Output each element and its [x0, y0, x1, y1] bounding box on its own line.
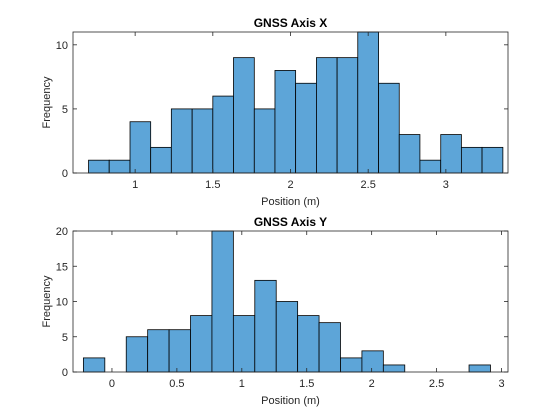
- histogram-bar: [212, 231, 233, 372]
- histogram-bar: [126, 337, 147, 372]
- histogram-bar: [469, 365, 490, 372]
- x-tick-label: 3: [443, 179, 449, 191]
- x-tick-label: 1.5: [205, 179, 220, 191]
- histogram-bar: [151, 147, 172, 173]
- histogram-bar: [358, 32, 379, 173]
- histogram-bar: [169, 330, 190, 372]
- histogram-bar: [233, 58, 254, 173]
- histogram-bar: [340, 358, 361, 372]
- histogram-bar: [191, 316, 212, 372]
- histogram-bar: [379, 83, 400, 173]
- histogram-bar: [213, 96, 234, 173]
- histogram-bar: [298, 316, 319, 372]
- histogram-bar: [399, 135, 420, 173]
- y-axis-label: Frequency: [41, 76, 53, 128]
- x-tick-label: 2.5: [429, 378, 444, 390]
- histogram-bar: [420, 160, 441, 173]
- histogram-bar: [83, 358, 104, 372]
- histogram-bar: [255, 280, 276, 372]
- gnss-axis-x-histogram: 1 1.5 2 2.5 3 0 5 10 GNSS Axis X Position (m) Freq…: [41, 16, 508, 208]
- histogram-bar: [276, 302, 297, 373]
- x-tick-label: 1: [132, 179, 138, 191]
- y-tick-label: 20: [56, 226, 68, 238]
- y-tick-label: 5: [62, 104, 68, 116]
- gnss-axis-y-histogram: 0 0.5 1 1.5 2 2.5 3 0 5 10 15 20 GNSS Axis Y Position…: [41, 215, 508, 407]
- histogram-bar: [383, 365, 404, 372]
- x-axis-label: Position (m): [261, 395, 320, 407]
- x-tick-label: 3: [498, 378, 504, 390]
- histogram-bar: [254, 109, 275, 173]
- x-tick-label: 0: [109, 378, 115, 390]
- chart-title: GNSS Axis Y: [254, 215, 327, 229]
- histogram-bar: [109, 160, 130, 173]
- x-axis-label: Position (m): [261, 196, 320, 208]
- histogram-bar: [275, 70, 296, 173]
- x-tick-label: 2.5: [361, 179, 376, 191]
- histogram-bar: [296, 83, 317, 173]
- histogram-bar: [233, 316, 254, 372]
- histogram-bar: [192, 109, 213, 173]
- y-axis-label: Frequency: [41, 275, 53, 327]
- histogram-bar: [441, 135, 462, 173]
- y-tick-label: 5: [62, 332, 68, 344]
- chart-title: GNSS Axis X: [254, 16, 328, 30]
- x-tick-label: 1.5: [299, 378, 314, 390]
- x-tick-label: 2: [287, 179, 293, 191]
- x-tick-label: 2: [369, 378, 375, 390]
- y-tick-label: 0: [62, 168, 68, 180]
- x-tick-label: 1: [239, 378, 245, 390]
- histogram-bar: [362, 351, 383, 372]
- histogram-bar: [130, 122, 151, 173]
- y-tick-label: 0: [62, 367, 68, 379]
- histogram-bar: [482, 147, 503, 173]
- y-tick-label: 15: [56, 261, 68, 273]
- histogram-bar: [89, 160, 110, 173]
- x-tick-label: 0.5: [169, 378, 184, 390]
- histogram-bar: [148, 330, 169, 372]
- histogram-bar: [461, 147, 482, 173]
- histogram-bar: [171, 109, 192, 173]
- histogram-bar: [319, 323, 340, 372]
- histogram-bar: [316, 58, 337, 173]
- y-tick-label: 10: [56, 297, 68, 309]
- y-tick-label: 10: [56, 40, 68, 52]
- histogram-bar: [337, 58, 358, 173]
